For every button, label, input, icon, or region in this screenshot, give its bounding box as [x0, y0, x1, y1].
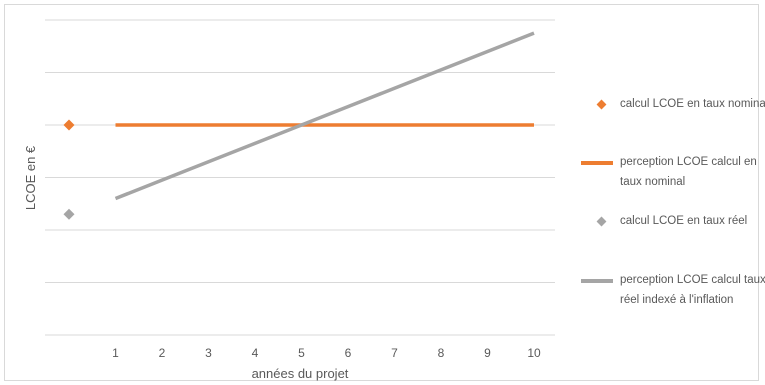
- x-tick-label: 3: [205, 346, 212, 360]
- x-tick-label: 5: [298, 346, 305, 360]
- data-point-marker: [63, 208, 75, 220]
- y-axis-title: LCOE en €: [23, 145, 38, 210]
- series-line: [114, 31, 535, 201]
- legend: calcul LCOE en taux nominal perception L…: [581, 94, 765, 334]
- gridlines: [45, 19, 555, 336]
- legend-label: calcul LCOE en taux nominal: [620, 98, 765, 110]
- data-point-marker: [63, 119, 75, 131]
- x-tick-label: 9: [484, 346, 491, 360]
- orange-line-icon: [581, 161, 613, 165]
- x-tick-labels: 1 2 3 4 5 6 7 8 9 10: [112, 346, 541, 360]
- gray-line-icon: [581, 279, 613, 283]
- gray-diamond-icon: [596, 216, 607, 227]
- legend-label: perception LCOE calcul en taux nominal: [620, 156, 757, 188]
- x-tick-label: 6: [345, 346, 352, 360]
- x-tick-label: 4: [252, 346, 259, 360]
- x-tick-label: 2: [159, 346, 166, 360]
- x-tick-label: 8: [438, 346, 445, 360]
- legend-label: calcul LCOE en taux réel: [620, 215, 748, 227]
- series-layer: [63, 31, 535, 220]
- x-tick-label: 10: [527, 346, 541, 360]
- x-axis-title: années du projet: [252, 366, 349, 381]
- x-tick-label: 7: [391, 346, 398, 360]
- chart-frame: [4, 4, 759, 381]
- orange-diamond-icon: [596, 99, 607, 110]
- x-tick-label: 1: [112, 346, 119, 360]
- legend-label: perception LCOE calcul taux réel indexé …: [620, 274, 765, 306]
